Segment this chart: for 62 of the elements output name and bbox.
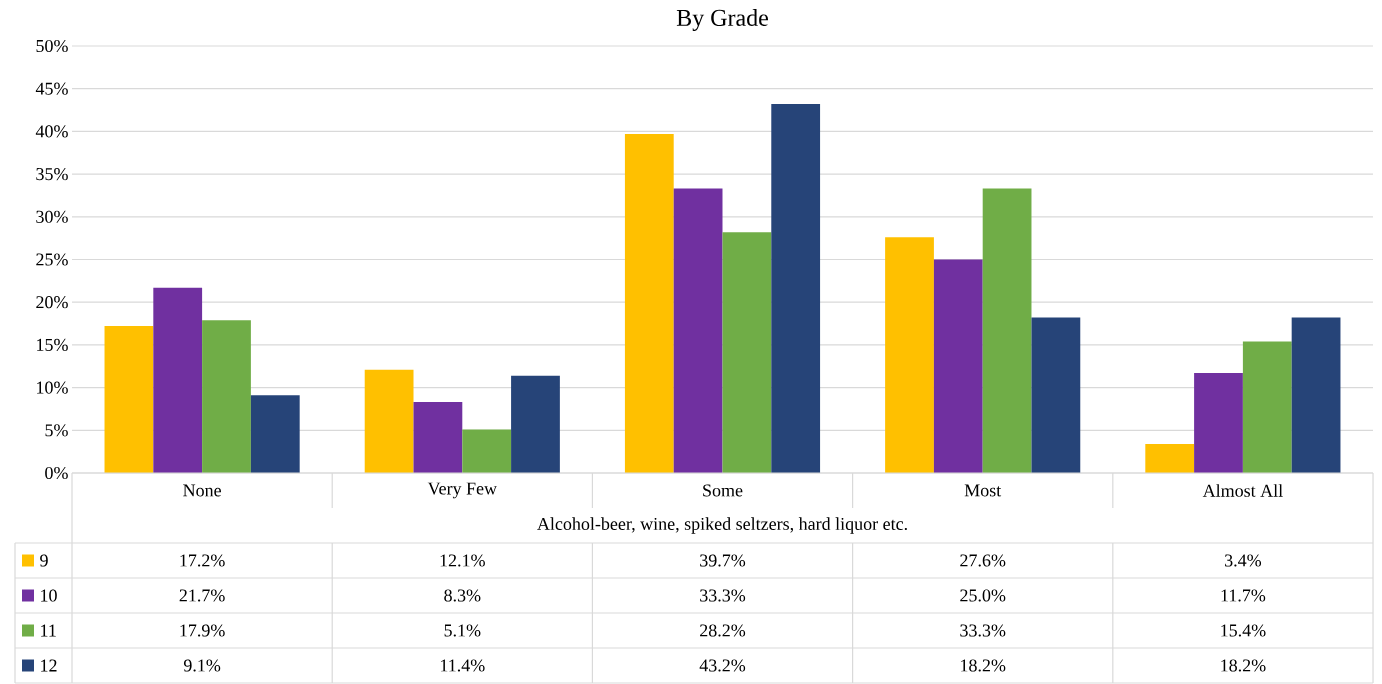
bar (1242, 341, 1292, 473)
legend-label: 9 (40, 554, 48, 567)
bar (624, 133, 674, 473)
y-tick-label: 40% (35, 125, 68, 138)
chart-title: By Grade (676, 9, 768, 31)
bar (771, 104, 821, 473)
data-label: 17.2% (180, 554, 225, 567)
bar (511, 375, 560, 473)
data-label: 43.2% (699, 659, 746, 672)
legend-label: 10 (41, 589, 57, 602)
x-tick-label: None (183, 484, 221, 497)
bar (250, 395, 300, 473)
data-label: 25.0% (960, 589, 1006, 602)
data-label: 5.1% (444, 624, 481, 637)
bar (673, 188, 723, 473)
y-tick-label: 25% (36, 253, 68, 266)
bar (885, 237, 934, 473)
data-label: 28.2% (700, 624, 746, 637)
y-tick-label: 50% (36, 39, 68, 53)
y-tick-label: 15% (37, 338, 68, 351)
y-tick-label: 0% (45, 466, 68, 480)
data-label: 33.3% (960, 624, 1006, 637)
y-tick-label: 35% (36, 167, 68, 181)
bar (1194, 373, 1243, 473)
bar (1291, 317, 1341, 473)
data-label: 18.2% (961, 659, 1006, 672)
bar (1145, 443, 1195, 473)
data-label: 11.4% (440, 659, 485, 672)
y-tick-label: 10% (37, 381, 68, 394)
x-tick-label: Most (964, 484, 1002, 497)
data-label: 17.9% (180, 624, 225, 637)
legend-label: 12 (41, 659, 57, 672)
data-label: 9.1% (183, 659, 221, 672)
bar (202, 320, 251, 473)
data-label: 3.4% (1225, 554, 1262, 567)
y-tick-label: 45% (35, 82, 68, 95)
x-tick-label: Some (703, 484, 743, 497)
data-label: 15.4% (1221, 624, 1266, 637)
data-label: 33.3% (700, 589, 746, 602)
data-label: 39.7% (700, 554, 746, 567)
bar (933, 259, 983, 473)
bar (462, 429, 512, 473)
x-tick-label: Very Few (427, 482, 497, 499)
bar (153, 287, 203, 473)
data-label: 12.1% (440, 554, 485, 567)
data-label: 27.6% (960, 554, 1006, 567)
data-label: 21.7% (179, 589, 225, 602)
y-tick-label: 5% (45, 424, 68, 437)
y-tick-label: 30% (36, 210, 68, 223)
y-tick-label: 20% (36, 296, 68, 309)
bar (413, 402, 463, 473)
bar (982, 188, 1032, 473)
x-axis-title: Alcohol-beer, wine, spiked seltzers, hard liquor etc. (537, 517, 907, 534)
x-tick-label: Almost All (1202, 484, 1283, 497)
data-label: 8.3% (444, 589, 481, 602)
bar (722, 232, 772, 473)
legend-label: 11 (41, 624, 56, 637)
bar (364, 369, 414, 473)
data-label: 11.7% (1221, 589, 1266, 602)
bar (1031, 317, 1081, 473)
data-label: 18.2% (1221, 659, 1266, 672)
bar (104, 326, 154, 473)
